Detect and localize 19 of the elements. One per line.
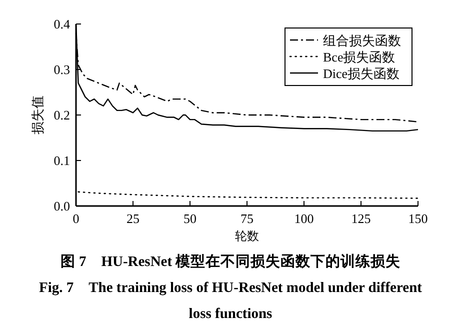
y-tick-label: 0.1 xyxy=(54,153,70,168)
legend-label: 组合损失函数 xyxy=(323,33,401,48)
x-tick-label: 75 xyxy=(240,211,254,226)
x-axis-title: 轮数 xyxy=(235,229,259,243)
y-tick-label: 0.3 xyxy=(54,62,70,77)
x-tick-label: 150 xyxy=(408,211,428,226)
x-tick-label: 50 xyxy=(184,211,196,226)
y-tick-label: 0.0 xyxy=(54,198,70,214)
legend-label: Bce损失函数 xyxy=(323,50,396,64)
x-tick-label: 125 xyxy=(351,211,371,226)
text: 图 7 HU-ResNet 模型在不同损失函数下的训练损失 xyxy=(60,253,401,270)
y-axis-title: 损失值 xyxy=(30,96,45,134)
y-tick-label: 0.4 xyxy=(54,16,70,32)
legend-label: Dice损失函数 xyxy=(323,66,400,81)
x-tick-label: 100 xyxy=(294,211,314,226)
y-tick-label: 0.2 xyxy=(54,108,70,122)
text: Fig. 7 The training loss of HU-ResNet model under different loss functions xyxy=(39,280,422,322)
x-tick-label: 0 xyxy=(72,211,80,226)
x-tick-label: 25 xyxy=(126,211,140,226)
